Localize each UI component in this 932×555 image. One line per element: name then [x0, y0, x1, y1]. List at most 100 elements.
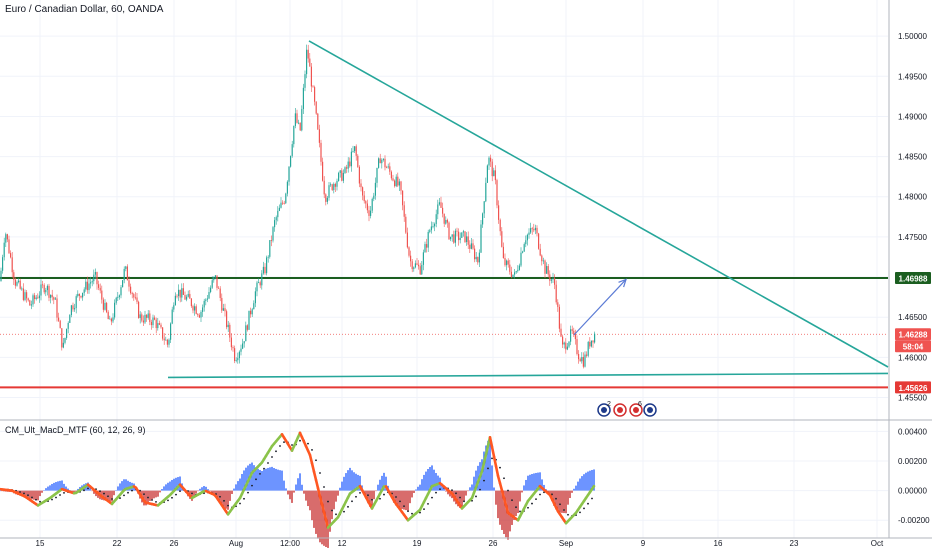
macd-signal-dot: [331, 510, 333, 512]
macd-signal-dot: [27, 494, 29, 496]
candle-body: [96, 272, 97, 284]
candle-body: [184, 295, 185, 300]
candle-body: [287, 182, 288, 194]
time-tick-label: 9: [641, 539, 646, 548]
macd-histogram-bar: [349, 468, 351, 491]
candle-body: [346, 167, 347, 168]
candle-body: [333, 184, 334, 190]
candle-body: [423, 252, 424, 265]
macd-histogram-bar: [527, 476, 529, 491]
candle-body: [426, 244, 427, 248]
macd-histogram-bar: [423, 475, 425, 491]
candle-body: [178, 290, 179, 296]
macd-signal-dot: [51, 499, 53, 501]
time-tick-label: Aug: [229, 539, 243, 548]
candle-body: [508, 261, 509, 265]
candle-body: [23, 288, 24, 299]
candle-body: [64, 338, 65, 343]
candle-body: [496, 180, 497, 205]
macd-histogram-bar: [519, 491, 521, 502]
candle-body: [21, 288, 22, 289]
candle-body: [327, 198, 328, 202]
macd-signal-dot: [347, 506, 349, 508]
candle-body: [103, 300, 104, 310]
candle-body: [308, 50, 309, 59]
candle-body: [511, 272, 512, 277]
projection-arrow[interactable]: [574, 279, 626, 334]
candle-body: [365, 201, 366, 203]
candle-body: [183, 288, 184, 295]
price-tick-label: 1.48000: [898, 193, 927, 202]
grid: [0, 0, 888, 538]
macd-histogram-bar: [233, 489, 235, 491]
macd-signal-dot: [507, 490, 509, 492]
candle-body: [130, 287, 131, 293]
macd-histogram-bar: [39, 491, 41, 496]
candle-body: [557, 302, 558, 307]
macd-histogram-bar: [55, 482, 57, 491]
candle-body: [336, 181, 337, 187]
candle-body: [144, 315, 145, 323]
candle-body: [570, 329, 571, 341]
candle-body: [82, 293, 83, 298]
event-count-label: 6: [638, 401, 642, 408]
candle-body: [343, 173, 344, 181]
candle-body: [106, 303, 107, 312]
candle-body: [125, 266, 126, 268]
candle-body: [573, 331, 574, 334]
candle-body: [576, 339, 577, 354]
candle-body: [410, 256, 411, 262]
candle-body: [477, 257, 478, 262]
macd-histogram-bar: [225, 491, 227, 509]
macd-histogram-bar: [295, 485, 297, 491]
macd-histogram-bar: [309, 491, 311, 511]
candle-body: [551, 280, 552, 281]
candle-body: [66, 329, 67, 338]
candle-body: [485, 183, 486, 201]
candle-body: [352, 151, 353, 152]
candle-body: [74, 308, 75, 309]
macd-signal-dot: [99, 490, 101, 492]
candle-body: [138, 302, 139, 318]
macd-histogram-bar: [241, 474, 243, 491]
candle-body: [69, 315, 70, 323]
macd-signal-dot: [355, 496, 357, 498]
candle-body: [367, 204, 368, 211]
macd-histogram-bar: [117, 486, 119, 490]
macd-tick-label: 0.00400: [898, 427, 927, 436]
candle-body: [429, 230, 430, 232]
macd-signal-dot: [531, 503, 533, 505]
candle-body: [85, 282, 86, 290]
macd-histogram-bar: [567, 491, 569, 505]
candle-body: [397, 177, 398, 186]
time-tick-label: 26: [489, 539, 498, 548]
resistance-price-label: 1.46988: [899, 275, 928, 284]
candle-body: [29, 300, 30, 305]
ascending-trendline[interactable]: [168, 373, 888, 377]
macd-signal-dot: [451, 489, 453, 491]
descending-trendline[interactable]: [309, 41, 888, 367]
bar-countdown-label: 58:04: [903, 343, 924, 352]
time-tick-label: 15: [36, 539, 45, 548]
candle-body: [176, 296, 177, 297]
candle-body: [52, 295, 53, 297]
macd-histogram-bar: [509, 491, 511, 532]
candle-body: [175, 296, 176, 305]
candle-body: [237, 358, 238, 360]
macd-signal-dot: [83, 489, 85, 491]
macd-histogram-bar: [569, 491, 571, 498]
macd-histogram-bar: [287, 491, 289, 495]
candle-body: [562, 337, 563, 345]
macd-histogram-bar: [277, 470, 279, 491]
price-tick-label: 1.49500: [898, 72, 927, 81]
macd-histogram-bar: [197, 491, 199, 492]
macd-histogram-bar: [445, 491, 447, 492]
macd-signal-dot: [151, 499, 153, 501]
macd-histogram-bar: [413, 491, 415, 493]
candle-body: [224, 308, 225, 311]
candle-body: [532, 228, 533, 229]
candle-body: [20, 281, 21, 289]
